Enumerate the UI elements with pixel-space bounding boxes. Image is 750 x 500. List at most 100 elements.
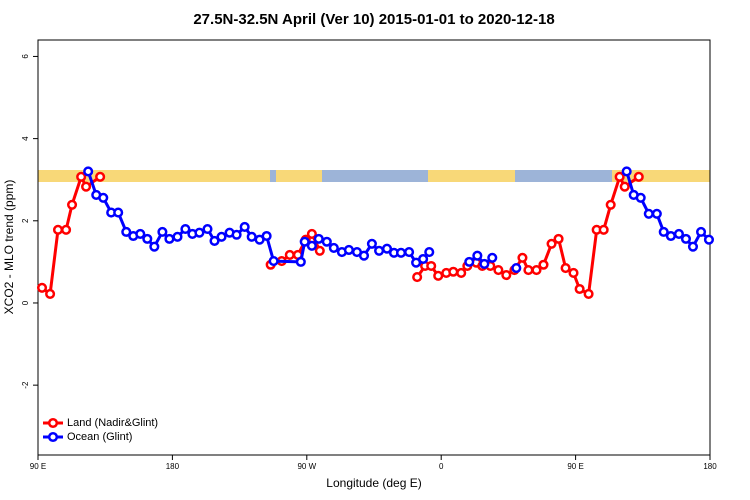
- data-point: [164, 233, 175, 244]
- y-tick-label: 6: [21, 54, 30, 59]
- data-point: [456, 267, 467, 279]
- data-point: [366, 238, 377, 249]
- data-point: [209, 235, 220, 246]
- data-point: [680, 233, 692, 244]
- x-tick-label: 0: [439, 462, 444, 471]
- data-point: [172, 231, 183, 242]
- data-point: [426, 260, 437, 272]
- data-point: [553, 233, 564, 244]
- data-point: [643, 208, 654, 219]
- y-tick-label: 2: [21, 218, 30, 223]
- y-tick-label: -2: [21, 381, 30, 389]
- data-point: [295, 256, 306, 267]
- data-point: [98, 192, 109, 203]
- data-point: [560, 262, 571, 274]
- data-point: [464, 256, 475, 267]
- data-point: [194, 227, 205, 238]
- y-axis-label: XCO2 - MLO trend (ppm): [2, 180, 16, 315]
- land-ocean-strip: [38, 170, 710, 182]
- data-point: [673, 228, 684, 239]
- data-point: [598, 224, 609, 235]
- data-point: [113, 207, 124, 218]
- data-point: [76, 171, 87, 182]
- data-point: [418, 253, 429, 265]
- data-point: [314, 245, 325, 256]
- data-point: [633, 171, 644, 182]
- y-tick-label: 4: [21, 136, 30, 141]
- data-point: [448, 266, 459, 277]
- data-point: [472, 250, 483, 261]
- data-point: [83, 166, 94, 177]
- data-point: [121, 226, 132, 237]
- data-point: [239, 221, 250, 233]
- data-point: [538, 259, 549, 270]
- data-point: [614, 171, 625, 182]
- x-tick-label: 180: [703, 462, 717, 471]
- x-tick-label: 90 W: [297, 462, 316, 471]
- legend-label: Land (Nadir&Glint): [67, 417, 158, 429]
- data-point: [149, 241, 160, 252]
- data-point: [695, 226, 707, 237]
- data-point: [261, 230, 272, 242]
- data-point: [81, 181, 92, 192]
- data-point: [135, 228, 146, 239]
- data-point: [36, 282, 48, 293]
- data-point: [306, 240, 317, 251]
- data-point: [665, 230, 676, 242]
- data-point: [95, 171, 106, 182]
- data-point: [374, 245, 385, 256]
- data-point: [284, 249, 295, 260]
- data-point: [605, 199, 616, 210]
- data-point: [202, 223, 213, 235]
- data-point: [574, 283, 585, 295]
- legend-marker: [47, 417, 59, 429]
- data-point: [246, 231, 257, 242]
- y-tick-label: 0: [21, 300, 30, 305]
- data-point: [299, 236, 310, 247]
- data-point: [328, 242, 339, 253]
- data-point: [658, 226, 669, 237]
- data-point: [395, 247, 407, 258]
- legend-marker: [47, 431, 59, 443]
- data-point: [412, 272, 423, 283]
- x-tick-label: 90 E: [30, 462, 46, 471]
- data-point: [433, 270, 444, 281]
- data-point: [381, 243, 393, 254]
- data-point: [703, 234, 715, 245]
- data-point: [313, 233, 324, 244]
- data-point: [583, 288, 594, 299]
- data-point: [45, 288, 56, 299]
- data-point: [424, 246, 435, 258]
- data-point: [568, 267, 579, 279]
- data-point: [268, 256, 279, 267]
- data-point: [487, 252, 498, 263]
- data-point: [523, 265, 534, 276]
- x-tick-label: 90 E: [567, 462, 583, 471]
- data-point: [358, 250, 370, 261]
- data-point: [216, 231, 227, 242]
- data-point: [619, 181, 630, 192]
- data-point: [66, 199, 78, 210]
- data-point: [621, 166, 632, 177]
- data-point: [321, 236, 332, 247]
- data-point: [180, 223, 191, 235]
- data-point: [493, 265, 504, 276]
- data-point: [306, 228, 317, 239]
- data-point: [651, 208, 662, 219]
- data-point: [511, 262, 522, 274]
- data-point: [635, 192, 646, 203]
- chart-title: 27.5N-32.5N April (Ver 10) 2015-01-01 to…: [193, 11, 554, 28]
- data-point: [61, 224, 72, 235]
- data-point: [546, 238, 557, 249]
- x-tick-label: 180: [166, 462, 180, 471]
- data-point: [687, 241, 699, 252]
- data-point: [157, 226, 168, 237]
- data-point: [501, 269, 512, 281]
- legend-label: Ocean (Glint): [67, 431, 132, 443]
- data-point: [517, 252, 528, 263]
- data-point: [404, 246, 415, 258]
- data-point: [231, 229, 242, 240]
- data-point: [142, 233, 153, 244]
- data-point: [343, 244, 354, 256]
